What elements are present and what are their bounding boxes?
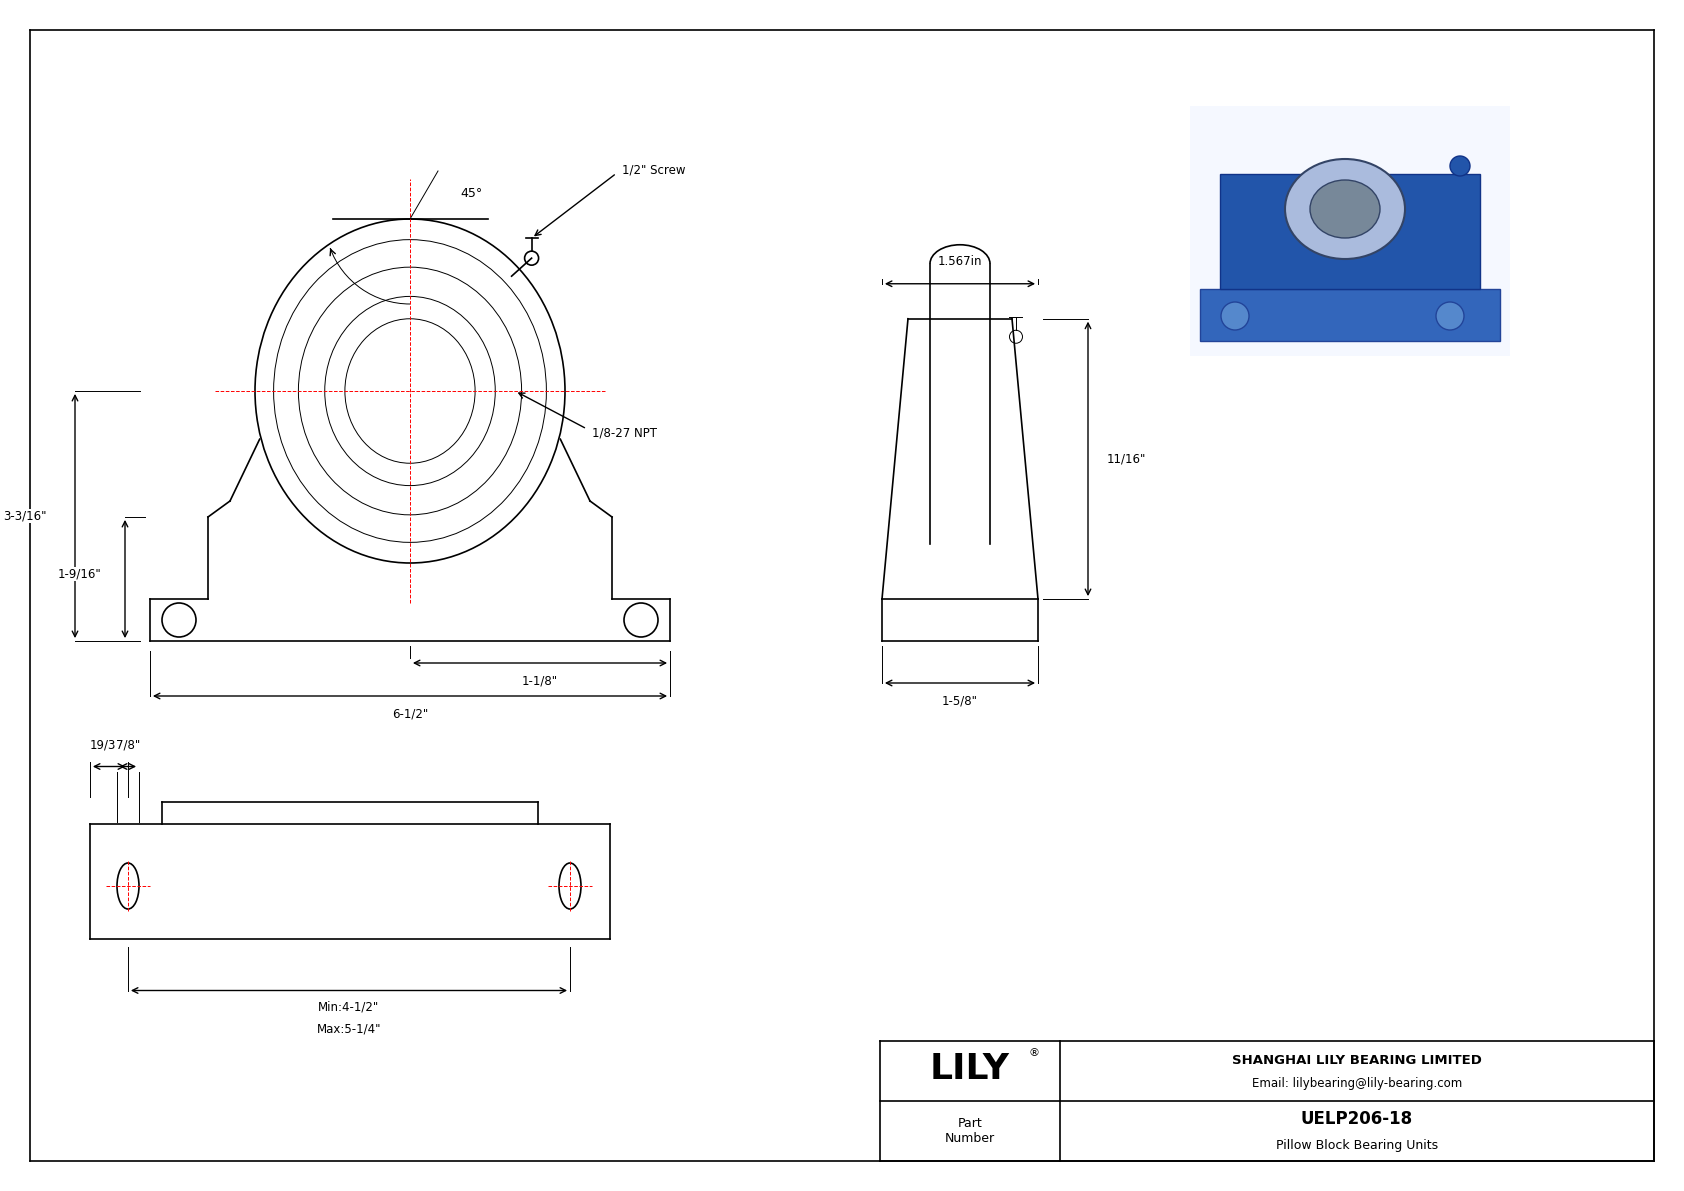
Text: 7/8": 7/8" (116, 738, 140, 752)
Text: 1/2" Screw: 1/2" Screw (621, 163, 685, 176)
Text: 11/16": 11/16" (1106, 453, 1145, 466)
Text: SHANGHAI LILY BEARING LIMITED: SHANGHAI LILY BEARING LIMITED (1233, 1054, 1482, 1067)
Text: 45°: 45° (460, 187, 482, 200)
Text: 1-9/16": 1-9/16" (59, 567, 101, 580)
Circle shape (1436, 303, 1463, 330)
Circle shape (1450, 156, 1470, 176)
Text: 1-5/8": 1-5/8" (941, 694, 978, 707)
Text: Max:5-1/4": Max:5-1/4" (317, 1022, 381, 1035)
Text: Email: lilybearing@lily-bearing.com: Email: lilybearing@lily-bearing.com (1251, 1078, 1462, 1091)
Bar (1219, 174, 1480, 289)
Text: 19/32": 19/32" (89, 738, 128, 752)
Text: UELP206-18: UELP206-18 (1302, 1110, 1413, 1128)
Bar (1201, 289, 1500, 341)
Bar (1191, 106, 1511, 356)
Ellipse shape (1310, 180, 1379, 238)
Text: 3-3/16": 3-3/16" (3, 510, 47, 523)
Text: 1.567in: 1.567in (938, 255, 982, 268)
Text: Part
Number: Part Number (945, 1117, 995, 1145)
Text: Pillow Block Bearing Units: Pillow Block Bearing Units (1276, 1139, 1438, 1152)
Text: 1-1/8": 1-1/8" (522, 674, 557, 687)
Text: 1/8-27 NPT: 1/8-27 NPT (593, 426, 657, 439)
Text: Min:4-1/2": Min:4-1/2" (318, 1000, 379, 1014)
Circle shape (1221, 303, 1250, 330)
Ellipse shape (1285, 160, 1404, 258)
Text: LILY: LILY (930, 1052, 1010, 1086)
Text: ®: ® (1027, 1048, 1039, 1058)
Text: 6-1/2": 6-1/2" (392, 707, 428, 721)
